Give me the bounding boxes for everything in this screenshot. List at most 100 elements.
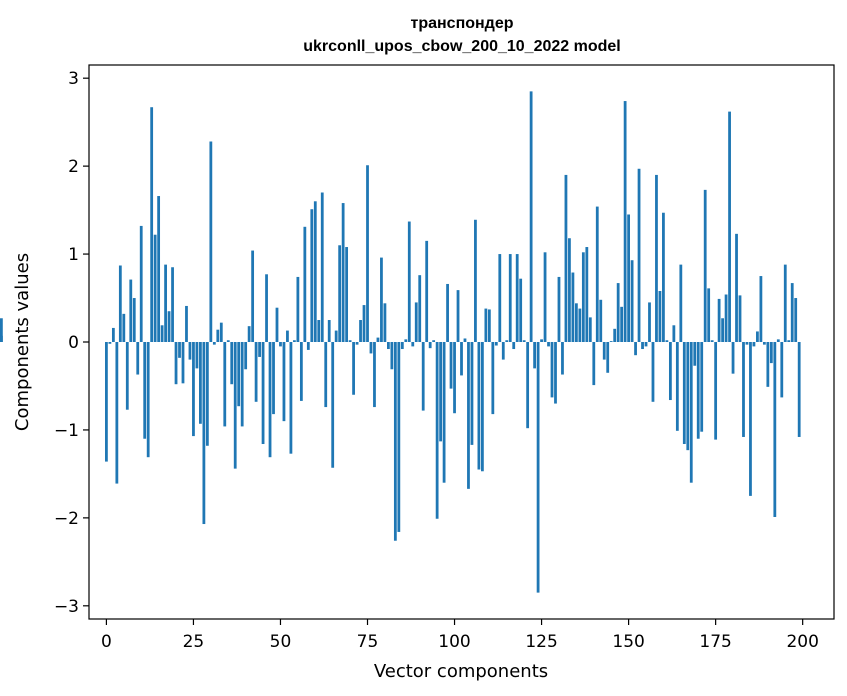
bar-component-28 bbox=[202, 342, 206, 525]
bar-component-80 bbox=[383, 303, 387, 342]
bar-component-66 bbox=[334, 330, 338, 342]
bar-component-144 bbox=[606, 342, 610, 373]
bar-component-167 bbox=[686, 342, 690, 451]
bar-component-94 bbox=[432, 340, 436, 342]
bar-component-148 bbox=[620, 306, 624, 342]
bar-component-95 bbox=[435, 342, 439, 519]
bar-component-59 bbox=[310, 209, 314, 342]
y-tick-label: −1 bbox=[54, 421, 79, 441]
bar-component-159 bbox=[658, 291, 662, 342]
bar-component-118 bbox=[515, 254, 519, 342]
bar-component-122 bbox=[529, 91, 533, 342]
bar-component-48 bbox=[272, 342, 275, 415]
bar-component-73 bbox=[359, 320, 362, 342]
bar-component-82 bbox=[390, 342, 394, 370]
bar-component-198 bbox=[794, 298, 798, 342]
bar-component-163 bbox=[672, 325, 676, 342]
plot-frame bbox=[88, 64, 835, 620]
bar-component-51 bbox=[282, 342, 286, 422]
bar-component-undefined bbox=[0, 318, 3, 342]
bar-component-149 bbox=[623, 101, 627, 342]
bar-component-106 bbox=[474, 219, 477, 342]
bar-component-151 bbox=[630, 260, 634, 342]
bar-component-12 bbox=[146, 342, 150, 458]
bar-component-116 bbox=[508, 254, 512, 342]
bar-component-63 bbox=[324, 342, 328, 408]
bar-component-181 bbox=[735, 233, 738, 342]
bar-component-90 bbox=[418, 275, 422, 342]
bar-component-199 bbox=[797, 342, 801, 437]
bar-component-114 bbox=[501, 342, 505, 360]
bar-component-58 bbox=[306, 342, 310, 350]
y-axis-label: Components values bbox=[12, 253, 33, 431]
bar-component-20 bbox=[174, 342, 178, 385]
bar-component-42 bbox=[251, 250, 255, 342]
bar-component-174 bbox=[710, 340, 714, 342]
bar-component-166 bbox=[682, 342, 686, 445]
bar-component-98 bbox=[446, 283, 449, 342]
bar-component-128 bbox=[550, 342, 554, 398]
bar-component-83 bbox=[393, 342, 397, 541]
bar-component-168 bbox=[689, 342, 693, 483]
bar-component-136 bbox=[578, 308, 582, 342]
bar-component-49 bbox=[275, 307, 279, 342]
bar-component-1 bbox=[108, 342, 112, 344]
bar-component-127 bbox=[547, 342, 550, 347]
bar-component-16 bbox=[160, 325, 164, 342]
bar-component-138 bbox=[585, 247, 589, 342]
bar-component-44 bbox=[258, 342, 261, 357]
bar-component-81 bbox=[387, 342, 390, 350]
bar-component-21 bbox=[178, 342, 181, 358]
bar-component-55 bbox=[296, 276, 300, 342]
bar-component-18 bbox=[167, 311, 171, 342]
bar-component-17 bbox=[164, 264, 167, 342]
bar-component-53 bbox=[289, 342, 293, 454]
bar-component-97 bbox=[442, 342, 446, 483]
bar-component-85 bbox=[400, 342, 404, 350]
bar-component-124 bbox=[536, 342, 540, 593]
x-tick-label: 200 bbox=[786, 632, 818, 652]
bar-component-52 bbox=[286, 330, 289, 342]
bar-component-99 bbox=[449, 342, 453, 389]
bar-component-109 bbox=[484, 308, 488, 342]
bar-component-68 bbox=[341, 203, 345, 342]
bar-component-130 bbox=[557, 276, 561, 342]
bar-component-180 bbox=[731, 342, 735, 374]
bar-component-104 bbox=[467, 342, 470, 489]
bar-component-146 bbox=[613, 328, 617, 342]
bar-component-175 bbox=[714, 342, 718, 440]
bar-component-100 bbox=[453, 342, 456, 414]
bar-component-29 bbox=[205, 342, 209, 446]
bar-component-132 bbox=[564, 174, 568, 342]
bar-component-89 bbox=[414, 302, 418, 342]
bar-component-115 bbox=[505, 340, 509, 342]
bar-component-91 bbox=[421, 342, 425, 411]
x-tick-label: 150 bbox=[612, 632, 644, 652]
bar-component-145 bbox=[609, 341, 613, 342]
bar-component-152 bbox=[634, 342, 637, 356]
bar-component-192 bbox=[773, 342, 777, 517]
bar-component-47 bbox=[268, 342, 272, 458]
bar-component-32 bbox=[216, 329, 220, 342]
bar-component-188 bbox=[759, 276, 763, 342]
bar-component-76 bbox=[369, 342, 373, 354]
bar-component-31 bbox=[212, 342, 216, 345]
bar-component-36 bbox=[230, 342, 234, 385]
bar-component-191 bbox=[769, 342, 773, 364]
chart-title-line1: транспондер bbox=[411, 15, 514, 32]
y-tick-label: −2 bbox=[54, 509, 79, 529]
bar-component-6 bbox=[125, 342, 129, 410]
bar-component-117 bbox=[512, 342, 516, 350]
bar-component-24 bbox=[188, 342, 192, 360]
x-tick-label: 175 bbox=[699, 632, 731, 652]
bar-component-156 bbox=[648, 302, 651, 342]
bar-component-194 bbox=[780, 342, 784, 398]
bar-component-177 bbox=[721, 318, 724, 342]
bar-component-69 bbox=[345, 247, 349, 342]
bar-component-182 bbox=[738, 295, 742, 342]
bar-component-102 bbox=[460, 342, 463, 376]
bar-component-8 bbox=[132, 298, 136, 342]
bar-component-10 bbox=[139, 225, 143, 342]
bar-component-107 bbox=[477, 342, 481, 470]
